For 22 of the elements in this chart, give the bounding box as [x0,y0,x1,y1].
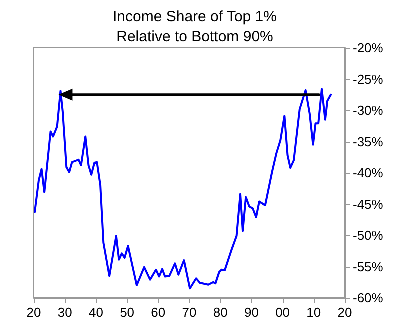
y-tick-label: -60% [353,290,384,306]
x-tick-label: 60 [151,305,166,320]
x-tick-label: 20 [338,305,352,320]
line-series [34,88,332,290]
x-tick-label: 00 [276,305,290,320]
y-tick-label: -40% [353,166,384,180]
x-tick-label: 30 [58,305,72,320]
y-tick-label: -50% [353,228,384,243]
x-tick-label: 90 [244,305,259,320]
x-tick-label: 40 [88,305,104,320]
x-tick-label: 10 [306,305,322,320]
y-tick-label: -20% [353,40,384,56]
x-tick-label: 20 [26,305,42,320]
y-tick-label: -25% [353,72,384,87]
y-tick-label: -45% [353,196,384,212]
chart-title: Income Share of Top 1% Relative to Bottom 90% [113,8,277,46]
y-tick-label: -35% [353,134,384,150]
y-tick-label: -55% [353,259,384,274]
y-tick-label: -30% [353,103,384,118]
x-tick-label: 50 [120,305,135,320]
x-tick-label: 70 [182,305,197,320]
x-tick-label: 80 [213,305,228,320]
